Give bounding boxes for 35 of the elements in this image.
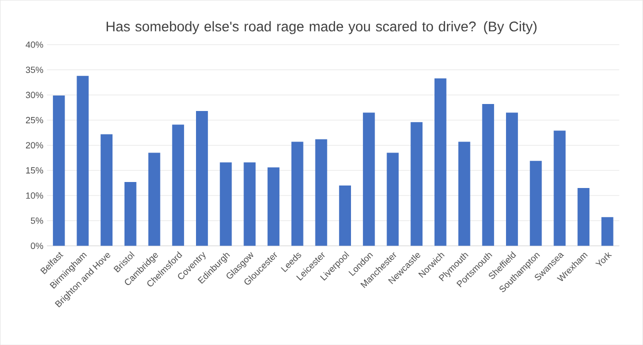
- y-tick-label: 40%: [26, 41, 44, 48]
- bar: [124, 182, 136, 246]
- chart-title: Has somebody else's road rage made you scared to drive? (By City): [106, 21, 537, 34]
- bar: [506, 112, 518, 246]
- y-tick-label: 10%: [26, 192, 44, 199]
- y-tick-label: 5%: [30, 217, 44, 224]
- bar: [410, 122, 423, 246]
- bar: [554, 130, 566, 246]
- bar: [220, 162, 232, 246]
- y-tick-label: 15%: [26, 167, 44, 174]
- bar: [172, 124, 184, 246]
- y-tick-label: 0%: [30, 242, 44, 249]
- bar: [100, 134, 113, 246]
- bar: [291, 142, 304, 246]
- bar: [530, 160, 542, 246]
- bar: [268, 167, 280, 246]
- x-tick-label: York: [595, 252, 612, 266]
- bar: [52, 95, 65, 246]
- bar: [315, 139, 328, 246]
- bar: [76, 76, 89, 246]
- y-tick-label: 20%: [26, 142, 44, 148]
- bar: [196, 110, 208, 246]
- bar: [339, 185, 351, 246]
- bar: [362, 112, 375, 246]
- bar: [482, 104, 494, 246]
- bar: [578, 188, 590, 246]
- y-tick-label: 25%: [26, 116, 44, 124]
- bar: [601, 217, 614, 246]
- bar: [386, 152, 399, 246]
- bar: [434, 78, 446, 246]
- bar: [148, 152, 160, 246]
- bar: [458, 142, 470, 246]
- y-tick-label: 35%: [26, 66, 44, 73]
- y-tick-label: 30%: [26, 92, 44, 98]
- bar: [244, 162, 256, 246]
